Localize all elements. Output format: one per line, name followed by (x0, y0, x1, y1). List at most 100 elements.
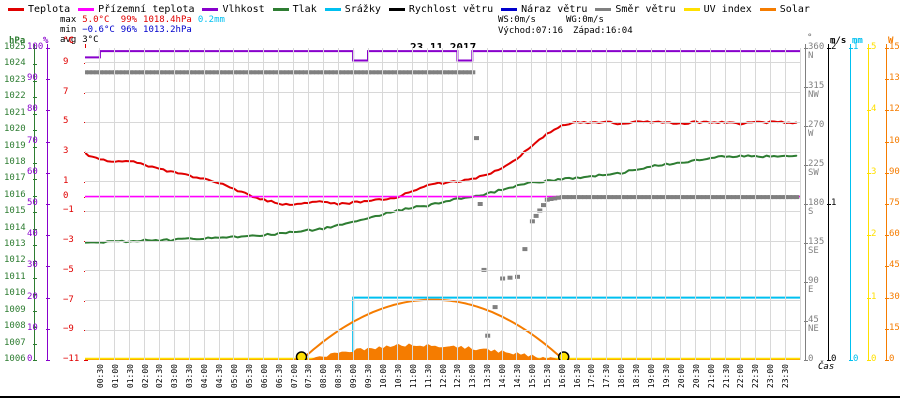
legend-wind-gust[interactable]: Náraz větru (501, 4, 587, 15)
legend-wind-direction[interactable]: Směr větru (595, 4, 676, 15)
wind-direction-dot (712, 195, 718, 200)
pressure-tick-mark (33, 212, 37, 214)
wind-direction-dot (135, 70, 141, 75)
x-axis-tick-label: 05:30 (244, 364, 254, 389)
stats-avg-label: avg (60, 35, 77, 45)
humidity-axis-line (47, 44, 48, 360)
wind-direction-dot (704, 195, 710, 200)
legend-swatch-icon (324, 7, 341, 11)
x-axis-tick-label: 17:30 (602, 364, 612, 389)
grid-line-vertical (531, 48, 532, 360)
humidity-tick-label: 20 (27, 291, 38, 302)
pressure-tick-label: 1013 (4, 239, 26, 250)
grid-line-vertical (457, 48, 458, 360)
legend-swatch-icon (388, 7, 405, 11)
wind-direction-dot (593, 195, 599, 200)
direction-tick-label: 135 SE (808, 237, 825, 256)
temperature-tick-label: 3 (63, 146, 69, 156)
grid-line-horizontal (85, 300, 800, 301)
wind-direction-dot (161, 70, 167, 75)
wind-direction-dot (615, 195, 621, 200)
x-axis-tick-label: 10:30 (393, 364, 403, 389)
pressure-tick-mark (33, 179, 37, 181)
wind-direction-dot (652, 195, 658, 200)
pressure-tick-mark (33, 228, 37, 230)
legend-ground-temperature[interactable]: Přízemní teplota (78, 4, 194, 15)
legend-precipitation[interactable]: Srážky (324, 4, 381, 15)
pressure-tick-label: 1024 (4, 58, 26, 69)
humidity-tick-mark (46, 110, 50, 112)
wind-direction-dot (567, 195, 573, 200)
wind-direction-dot (466, 70, 472, 75)
wind-direction-dot (745, 195, 751, 200)
grid-line-vertical (368, 48, 369, 360)
direction-tick-mark (804, 48, 808, 49)
wind-direction-dot (656, 195, 662, 200)
wind-direction-dot (362, 70, 368, 75)
bottom-border (0, 396, 900, 398)
wind-direction-dot (731, 195, 736, 200)
direction-tick-mark (804, 165, 808, 166)
wind-direction-dot (310, 70, 316, 75)
pressure-tick-label: 1012 (4, 255, 26, 266)
solar-tick-mark (885, 266, 889, 268)
wind-direction-dot (611, 195, 617, 200)
direction-tick-mark (804, 87, 808, 88)
wind-direction-dot (313, 70, 319, 75)
direction-tick-mark (804, 243, 808, 244)
windspeed-tick-mark (827, 360, 831, 361)
wind-direction-dot (232, 70, 237, 75)
uv-tick-mark (867, 235, 871, 237)
x-axis-tick-label: 13:00 (468, 364, 478, 389)
wind-direction-dot (596, 195, 602, 200)
wind-direction-dot (708, 195, 714, 200)
legend-pressure[interactable]: Tlak (272, 4, 317, 15)
wind-direction-dot (623, 195, 628, 200)
temperature-tick-label: −1 (63, 205, 74, 216)
humidity-tick-label: 80 (27, 104, 38, 115)
wind-direction-dot (191, 70, 196, 75)
humidity-tick-label: 10 (27, 322, 38, 333)
solar-axis-line (886, 44, 887, 360)
legend-uv-index[interactable]: UV index (683, 3, 752, 15)
legend-label: UV index (703, 3, 752, 15)
x-axis-tick-label: 11:00 (408, 364, 418, 389)
humidity-tick-label: 30 (27, 260, 38, 271)
wind-direction-dot (105, 70, 111, 75)
pressure-axis-unit: hPa (9, 36, 26, 46)
wind-direction-dot (749, 195, 755, 200)
x-axis-tick-label: 02:00 (140, 364, 150, 389)
wind-direction-dot (678, 195, 684, 200)
grid-line-vertical (621, 48, 622, 360)
wind-direction-dot (179, 70, 185, 75)
humidity-tick-mark (46, 141, 50, 143)
legend-solar[interactable]: Solar (759, 4, 810, 15)
wind-direction-dot (585, 195, 591, 200)
wind-direction-dot (85, 70, 88, 75)
humidity-tick-mark (46, 48, 50, 49)
temperature-tick-label: −9 (63, 324, 74, 335)
solar-tick-label: 900 (889, 166, 900, 177)
wind-direction-dot (142, 70, 148, 75)
x-axis-tick-label: 17:00 (587, 364, 597, 389)
stats-avg-temp: 3°C (82, 35, 99, 45)
x-axis-tick-label: 08:30 (334, 364, 344, 389)
wind-direction-dot (109, 70, 115, 75)
grid-line-vertical (114, 48, 115, 360)
wind-direction-dot (176, 70, 182, 75)
legend-wind-speed[interactable]: Rychlost větru (388, 4, 493, 15)
wind-direction-dot (157, 70, 163, 75)
pressure-tick-mark (33, 195, 37, 197)
wind-direction-dot (690, 195, 695, 200)
legend-humidity[interactable]: Vlhkost (202, 4, 265, 15)
wind-direction-dot (474, 136, 479, 141)
solar-tick-mark (885, 360, 889, 361)
legend-temperature[interactable]: Teplota (8, 4, 70, 15)
grid-line-horizontal (85, 330, 800, 331)
wind-direction-dot (265, 70, 271, 75)
grid-line-horizontal (85, 270, 800, 271)
wind-direction-dot (626, 195, 632, 200)
temperature-tick-label: −5 (63, 264, 74, 275)
grid-line-vertical (219, 48, 220, 360)
